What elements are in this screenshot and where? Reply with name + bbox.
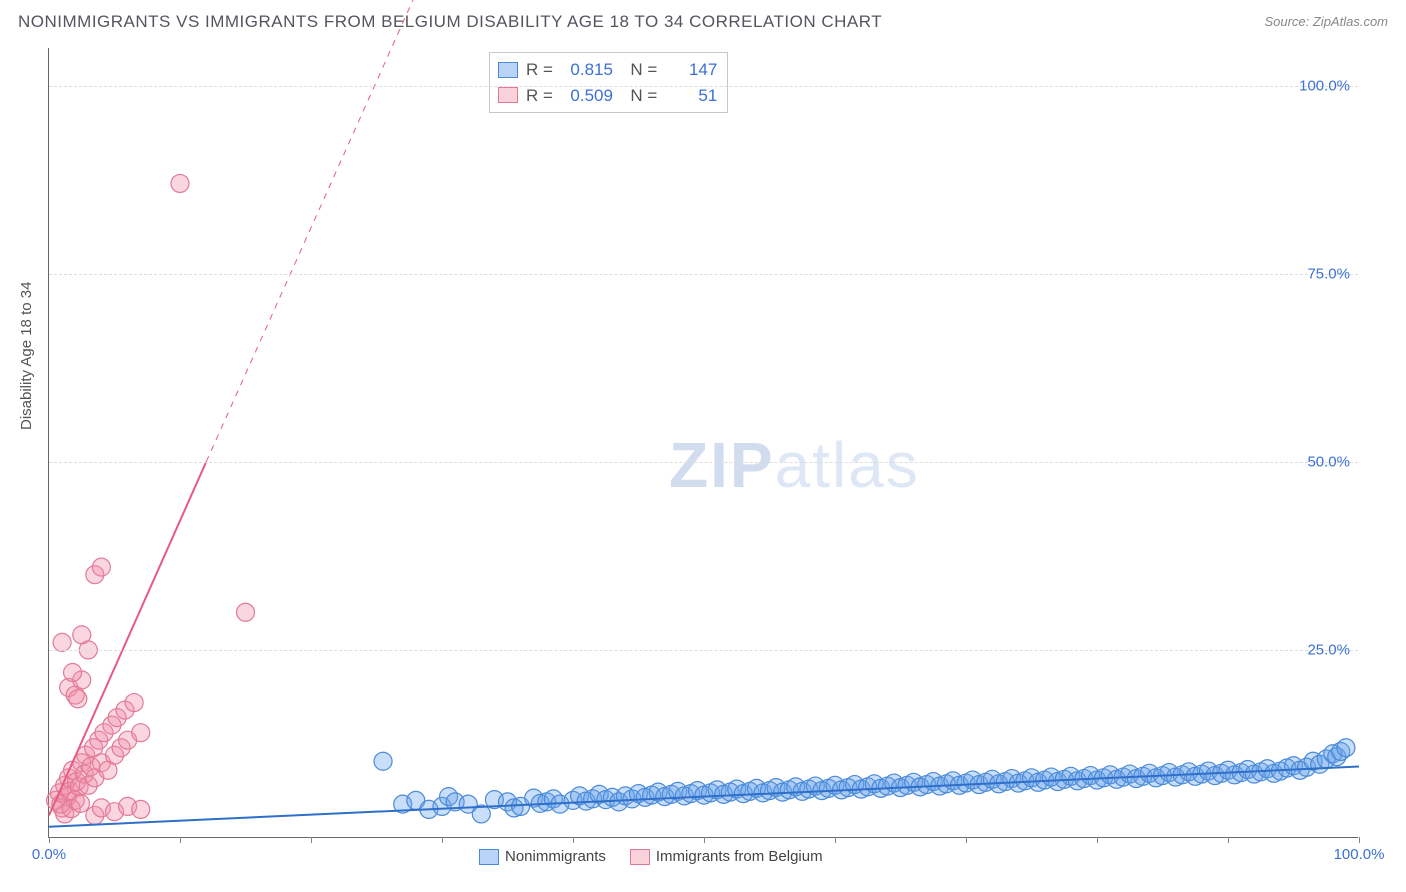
chart-title: NONIMMIGRANTS VS IMMIGRANTS FROM BELGIUM… bbox=[18, 12, 882, 31]
plot-area: ZIPatlas R = 0.815 N = 147 R = 0.509 N =… bbox=[48, 48, 1358, 838]
x-tick bbox=[442, 837, 443, 843]
legend-label-1: Nonimmigrants bbox=[505, 848, 606, 865]
y-tick-label: 75.0% bbox=[1307, 265, 1350, 282]
x-tick bbox=[835, 837, 836, 843]
x-tick bbox=[1359, 837, 1360, 843]
x-tick bbox=[49, 837, 50, 843]
x-tick bbox=[311, 837, 312, 843]
x-tick-label: 0.0% bbox=[32, 846, 66, 863]
x-tick bbox=[704, 837, 705, 843]
legend-swatch-pink-icon bbox=[630, 849, 650, 865]
title-bar: NONIMMIGRANTS VS IMMIGRANTS FROM BELGIUM… bbox=[18, 12, 1388, 40]
legend-swatch-blue-icon bbox=[479, 849, 499, 865]
y-tick-label: 100.0% bbox=[1299, 77, 1350, 94]
y-tick-label: 50.0% bbox=[1307, 453, 1350, 470]
source-label: Source: ZipAtlas.com bbox=[1264, 14, 1388, 29]
x-tick bbox=[966, 837, 967, 843]
y-tick-label: 25.0% bbox=[1307, 641, 1350, 658]
x-tick bbox=[180, 837, 181, 843]
gridline bbox=[49, 462, 1358, 463]
x-tick bbox=[1228, 837, 1229, 843]
gridline bbox=[49, 650, 1358, 651]
x-tick bbox=[573, 837, 574, 843]
legend-item-1: Nonimmigrants bbox=[479, 848, 606, 865]
x-tick bbox=[1097, 837, 1098, 843]
legend-item-2: Immigrants from Belgium bbox=[630, 848, 823, 865]
legend-label-2: Immigrants from Belgium bbox=[656, 848, 823, 865]
y-axis-label: Disability Age 18 to 34 bbox=[18, 282, 35, 430]
chart-svg bbox=[49, 48, 1358, 837]
x-tick-label: 100.0% bbox=[1334, 846, 1385, 863]
bottom-legend: Nonimmigrants Immigrants from Belgium bbox=[479, 848, 823, 865]
gridline bbox=[49, 86, 1358, 87]
gridline bbox=[49, 274, 1358, 275]
